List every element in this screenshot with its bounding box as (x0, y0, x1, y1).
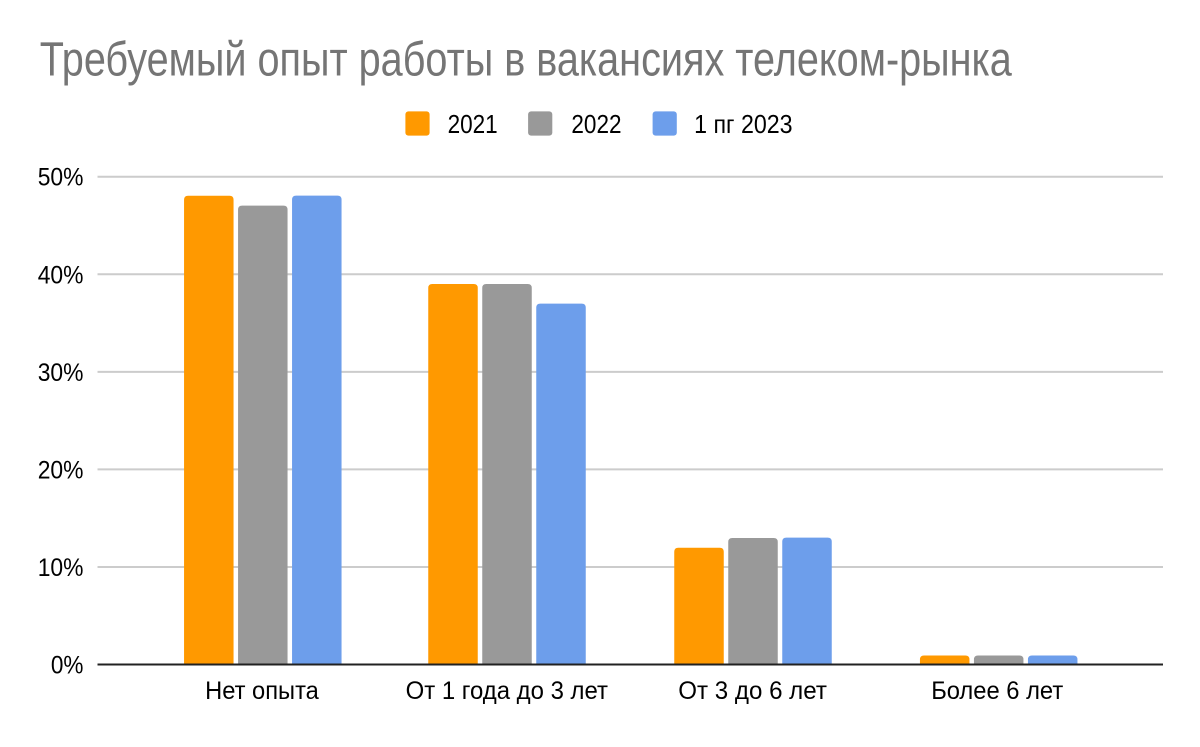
svg-text:Требуемый опыт работы в ваканс: Требуемый опыт работы в вакансиях телеко… (40, 33, 1012, 87)
svg-text:20%: 20% (38, 456, 84, 484)
svg-text:От 1 года до 3 лет: От 1 года до 3 лет (406, 677, 609, 705)
svg-text:40%: 40% (38, 261, 84, 289)
svg-text:От 3 до 6 лет: От 3 до 6 лет (678, 677, 827, 705)
svg-text:2022: 2022 (571, 109, 621, 139)
svg-text:2021: 2021 (448, 109, 498, 139)
svg-text:50%: 50% (38, 164, 84, 192)
svg-text:Нет опыта: Нет опыта (205, 677, 319, 705)
svg-text:10%: 10% (38, 554, 84, 582)
svg-text:Более 6 лет: Более 6 лет (931, 677, 1064, 705)
svg-text:30%: 30% (38, 359, 84, 387)
svg-text:1 пг 2023: 1 пг 2023 (694, 109, 793, 139)
svg-text:0%: 0% (51, 652, 84, 680)
